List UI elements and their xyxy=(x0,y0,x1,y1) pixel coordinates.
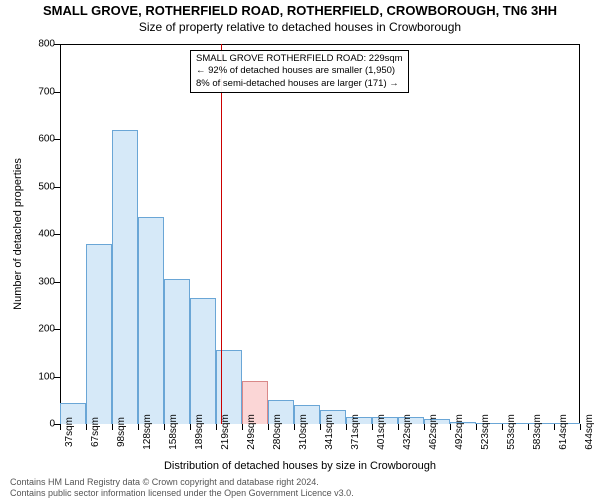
chart-main-title: SMALL GROVE, ROTHERFIELD ROAD, ROTHERFIE… xyxy=(0,3,600,18)
x-tick-label: 341sqm xyxy=(324,414,335,450)
x-tick xyxy=(190,424,191,430)
x-tick xyxy=(372,424,373,430)
x-tick xyxy=(112,424,113,430)
annotation-line-2: ← 92% of detached houses are smaller (1,… xyxy=(196,65,403,77)
y-tick-label: 100 xyxy=(38,371,55,382)
annotation-line-3: 8% of semi-detached houses are larger (1… xyxy=(196,78,403,90)
x-tick xyxy=(138,424,139,430)
x-tick-label: 371sqm xyxy=(350,414,361,450)
chart-sub-title: Size of property relative to detached ho… xyxy=(0,20,600,34)
x-tick-label: 614sqm xyxy=(558,414,569,450)
x-tick xyxy=(164,424,165,430)
annotation-callout: SMALL GROVE ROTHERFIELD ROAD: 229sqm ← 9… xyxy=(190,50,409,93)
x-tick-label: 401sqm xyxy=(376,414,387,450)
x-tick-label: 432sqm xyxy=(402,414,413,450)
x-tick-label: 462sqm xyxy=(428,414,439,450)
x-tick-label: 37sqm xyxy=(64,417,75,447)
y-tick-label: 0 xyxy=(49,419,55,430)
histogram-bar xyxy=(190,298,216,424)
x-tick-label: 553sqm xyxy=(506,414,517,450)
annotation-line-1: SMALL GROVE ROTHERFIELD ROAD: 229sqm xyxy=(196,53,403,65)
x-tick-label: 523sqm xyxy=(480,414,491,450)
x-tick xyxy=(216,424,217,430)
x-tick xyxy=(450,424,451,430)
x-tick xyxy=(528,424,529,430)
footer-attribution: Contains HM Land Registry data © Crown c… xyxy=(10,477,354,498)
y-tick-label: 400 xyxy=(38,229,55,240)
x-axis-label: Distribution of detached houses by size … xyxy=(0,460,600,472)
y-tick-label: 800 xyxy=(38,39,55,50)
histogram-bar xyxy=(138,217,164,424)
x-tick xyxy=(424,424,425,430)
property-marker-line xyxy=(221,44,222,424)
histogram-bar xyxy=(164,279,190,424)
y-tick-label: 600 xyxy=(38,134,55,145)
y-tick-label: 500 xyxy=(38,181,55,192)
x-tick xyxy=(320,424,321,430)
x-tick-label: 67sqm xyxy=(90,417,101,447)
x-tick xyxy=(554,424,555,430)
x-tick-label: 158sqm xyxy=(168,414,179,450)
x-tick xyxy=(294,424,295,430)
footer-line-1: Contains HM Land Registry data © Crown c… xyxy=(10,477,354,487)
x-tick xyxy=(502,424,503,430)
x-tick-label: 280sqm xyxy=(272,414,283,450)
x-tick-label: 644sqm xyxy=(584,414,595,450)
y-tick-label: 700 xyxy=(38,86,55,97)
x-tick xyxy=(60,424,61,430)
plot-area xyxy=(60,44,580,424)
y-tick-label: 200 xyxy=(38,324,55,335)
footer-line-2: Contains public sector information licen… xyxy=(10,488,354,498)
y-tick-label: 300 xyxy=(38,276,55,287)
x-tick xyxy=(268,424,269,430)
x-tick-label: 249sqm xyxy=(246,414,257,450)
x-tick-label: 189sqm xyxy=(194,414,205,450)
x-tick-label: 492sqm xyxy=(454,414,465,450)
x-tick xyxy=(242,424,243,430)
x-tick-label: 583sqm xyxy=(532,414,543,450)
x-tick xyxy=(86,424,87,430)
x-tick xyxy=(398,424,399,430)
x-tick xyxy=(580,424,581,430)
x-tick-label: 128sqm xyxy=(142,414,153,450)
x-tick-label: 310sqm xyxy=(298,414,309,450)
x-tick-label: 98sqm xyxy=(116,417,127,447)
histogram-bar xyxy=(112,130,138,425)
x-tick-label: 219sqm xyxy=(220,414,231,450)
y-axis-label: Number of detached properties xyxy=(12,158,24,310)
x-tick xyxy=(476,424,477,430)
x-tick xyxy=(346,424,347,430)
histogram-bar xyxy=(86,244,112,425)
